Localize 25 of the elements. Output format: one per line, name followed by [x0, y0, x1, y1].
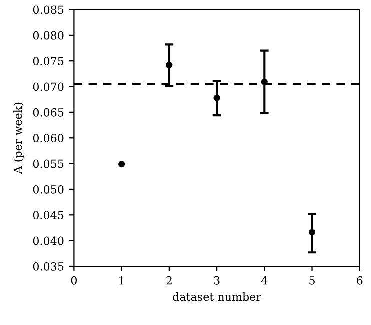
x-tick-label: 4 [261, 276, 268, 285]
y-tick-label: 0.060 [33, 134, 64, 143]
point [214, 94, 220, 102]
point [118, 161, 126, 168]
y-tick-label: 0.035 [33, 262, 64, 271]
point [308, 229, 316, 236]
x-axis-title: dataset number [173, 292, 262, 302]
x-tick-label: 6 [357, 276, 363, 285]
x-tick-label: 2 [166, 276, 172, 285]
y-tick-label: 0.050 [33, 185, 64, 194]
x-tick-label: 0 [71, 276, 77, 285]
y-tick-label: 0.055 [33, 160, 64, 168]
point [261, 78, 268, 86]
y-tick-label: 0.075 [33, 57, 64, 66]
point [166, 62, 173, 68]
x-tick-label: 3 [214, 276, 220, 285]
y-tick-label: 0.065 [33, 108, 64, 117]
y-tick-label: 0.045 [33, 211, 64, 220]
x-tick-label: 1 [120, 276, 124, 285]
y-tick-label: 0.085 [33, 6, 64, 14]
y-axis-title: A (per week) [14, 102, 24, 174]
y-tick-label: 0.080 [33, 31, 64, 40]
x-tick-label: 5 [310, 276, 315, 285]
y-tick-label: 0.040 [33, 236, 64, 246]
y-tick-label: 0.070 [33, 82, 64, 92]
